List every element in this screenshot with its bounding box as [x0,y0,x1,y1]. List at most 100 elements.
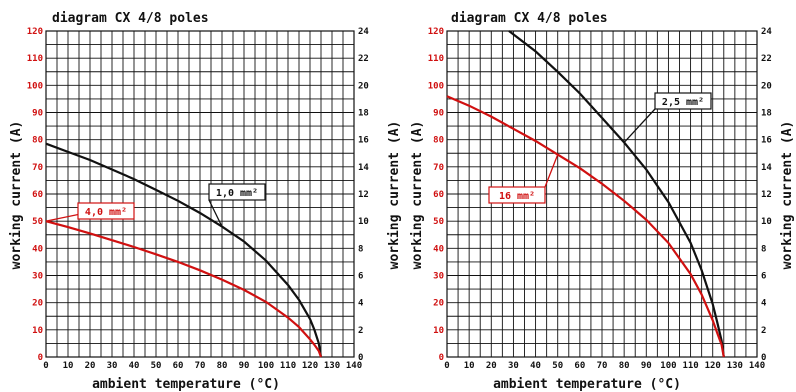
series-label: 2,5 mm² [662,97,704,108]
x-tick-label: 60 [574,361,585,371]
y-tick-label-left: 40 [433,244,444,254]
series-label-box [654,92,712,110]
x-tick-label: 110 [280,361,296,371]
y-tick-label-left: 0 [439,353,444,363]
x-tick-label: 20 [85,361,96,371]
y-tick-label-right: 12 [761,190,772,200]
y-tick-label-left: 100 [27,81,43,91]
right-chart-panel: diagram CX 4/8 poles ambient temperature… [410,11,795,392]
y-axis-title-left: working current (A) [410,121,425,270]
chart-title: diagram CX 4/8 poles [52,11,209,26]
x-axis-title: ambient temperature (°C) [493,377,681,392]
y-tick-label-right: 18 [761,109,772,119]
y-tick-label-right: 22 [358,54,369,64]
x-tick-label: 30 [508,361,519,371]
x-tick-label: 0 [444,361,449,371]
x-tick-label: 30 [107,361,118,371]
y-tick-label-right: 14 [761,163,772,173]
y-tick-label-left: 30 [32,272,43,282]
y-tick-label-left: 100 [428,81,444,91]
x-tick-label: 120 [302,361,318,371]
x-tick-label: 50 [151,361,162,371]
y-tick-label-left: 90 [32,109,43,119]
y-tick-label-right: 2 [358,326,363,336]
series-label-box [488,186,546,204]
y-tick-label-right: 6 [761,272,766,282]
y-tick-label-right: 12 [358,190,369,200]
series-line-black [508,30,725,358]
y-tick-label-right: 24 [761,27,772,37]
y-tick-label-right: 10 [358,217,369,227]
x-tick-label: 0 [43,361,48,371]
y-tick-label-right: 6 [358,272,363,282]
y-tick-label-right: 18 [358,109,369,119]
y-tick-label-right: 16 [358,136,369,146]
y-tick-label-left: 50 [433,217,444,227]
y-tick-label-right: 0 [358,353,363,363]
y-tick-label-left: 110 [428,54,444,64]
x-tick-label: 10 [63,361,74,371]
series-label-box [77,202,135,220]
series-label-box [208,183,266,201]
y-tick-label-left: 70 [433,163,444,173]
y-tick-label-right: 8 [761,244,766,254]
y-tick-label-right: 16 [761,136,772,146]
series-line-red [45,220,323,358]
x-tick-label: 140 [749,361,765,371]
x-tick-label: 80 [217,361,228,371]
x-tick-label: 70 [597,361,608,371]
y-tick-label-left: 20 [32,299,43,309]
y-tick-label-left: 10 [32,326,43,336]
plot-frame [446,30,758,358]
y-tick-label-left: 60 [433,190,444,200]
plot-frame [45,30,355,358]
chart-title: diagram CX 4/8 poles [451,11,608,26]
y-tick-label-right: 0 [761,353,766,363]
y-tick-label-left: 110 [27,54,43,64]
y-tick-label-right: 8 [358,244,363,254]
y-tick-label-left: 90 [433,109,444,119]
x-tick-label: 90 [641,361,652,371]
leader-line [623,108,656,143]
left-chart-panel: diagram CX 4/8 poles ambient temperature… [9,11,402,392]
y-tick-label-right: 4 [761,299,767,309]
x-axis-title: ambient temperature (°C) [92,377,280,392]
series-label: 1,0 mm² [216,188,258,199]
x-tick-label: 70 [195,361,206,371]
x-tick-label: 40 [129,361,140,371]
y-tick-label-left: 10 [433,326,444,336]
leader-line [544,154,559,188]
x-tick-label: 50 [552,361,563,371]
y-tick-label-left: 0 [38,353,43,363]
y-tick-label-left: 80 [433,136,444,146]
grid [45,30,355,358]
y-tick-label-left: 70 [32,163,43,173]
y-tick-label-left: 120 [428,27,444,37]
series-line-black [45,142,323,358]
y-tick-label-left: 40 [32,244,43,254]
series-label: 16 mm² [499,191,535,202]
series-label: 4,0 mm² [85,207,127,218]
x-tick-label: 100 [660,361,676,371]
y-tick-label-left: 30 [433,272,444,282]
x-tick-label: 80 [619,361,630,371]
x-tick-label: 120 [705,361,721,371]
y-axis-title-left: working current (A) [9,121,24,270]
y-axis-title-right: working current (A) [780,121,795,270]
x-tick-label: 130 [727,361,743,371]
x-tick-label: 110 [682,361,698,371]
y-tick-label-right: 14 [358,163,369,173]
y-tick-label-left: 50 [32,217,43,227]
series-line-red [446,95,725,358]
y-tick-label-right: 22 [761,54,772,64]
y-tick-label-right: 10 [761,217,772,227]
y-tick-label-left: 60 [32,190,43,200]
y-tick-label-right: 24 [358,27,369,37]
y-tick-label-right: 4 [358,299,364,309]
y-tick-label-right: 20 [358,81,369,91]
x-tick-label: 10 [464,361,475,371]
y-tick-label-left: 20 [433,299,444,309]
y-tick-label-left: 120 [27,27,43,37]
